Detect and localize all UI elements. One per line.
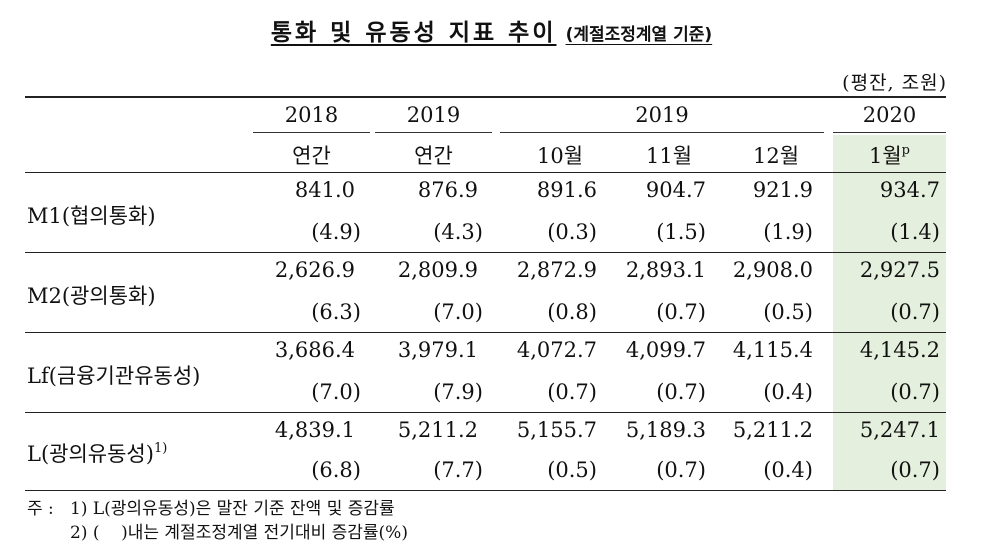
cell-value: 921.9 (752, 178, 813, 202)
cell-change: (0.4) (763, 380, 813, 404)
cell-change: (7.9) (433, 380, 483, 404)
cell-value: 5,155.7 (516, 418, 597, 442)
header-year-2020: 2020 (862, 103, 917, 127)
title-main: 통화 및 유동성 지표 추이 (270, 20, 557, 46)
title-subtitle: (계절조정계열 기준) (565, 25, 713, 45)
header-period-annual: 연간 (292, 144, 331, 168)
cell-change: (0.7) (547, 380, 597, 404)
year-underline (833, 132, 946, 133)
cell-value: 4,145.2 (859, 338, 940, 362)
cell-value: 891.6 (536, 178, 597, 202)
note-2: 2) ( )내는 계절조정계열 전기대비 증감률(%) (70, 523, 408, 543)
row-label-lf: Lf(금융기관유동성) (27, 364, 201, 388)
table-bottom-rule (25, 490, 946, 491)
cell-change: (0.7) (656, 458, 706, 482)
cell-change: (6.3) (311, 300, 361, 324)
cell-value: 3,979.1 (397, 338, 478, 362)
cell-value: 2,908.0 (732, 258, 813, 282)
row-label-l: L(광의유동성)1) (27, 441, 168, 466)
unit-label: (평잔, 조원) (842, 72, 947, 94)
cell-change: (0.7) (656, 380, 706, 404)
row-label-m2: M2(광의통화) (27, 284, 156, 308)
header-period-nov: 11월 (645, 144, 693, 168)
cell-value: 2,626.9 (274, 258, 355, 282)
row-divider (25, 332, 946, 333)
cell-value: 5,211.2 (397, 418, 478, 442)
report-title: 통화 및 유동성 지표 추이 (계절조정계열 기준) (0, 13, 983, 47)
cell-change: (7.0) (433, 300, 483, 324)
jan-label: 1월 (868, 144, 902, 168)
cell-value: 5,247.1 (859, 418, 940, 442)
cell-value: 904.7 (645, 178, 706, 202)
cell-value: 4,099.7 (625, 338, 706, 362)
cell-change: (4.9) (311, 220, 361, 244)
cell-value: 2,893.1 (625, 258, 706, 282)
cell-value: 2,872.9 (516, 258, 597, 282)
table-top-rule (25, 96, 946, 98)
cell-change: (0.5) (763, 300, 813, 324)
header-period-dec: 12월 (752, 144, 800, 168)
cell-change: (0.5) (547, 458, 597, 482)
year-underline (253, 132, 370, 133)
header-year-2018: 2018 (284, 103, 339, 127)
cell-change: (0.7) (890, 458, 940, 482)
cell-change: (1.4) (890, 220, 940, 244)
year-underline (500, 132, 824, 133)
cell-change: (1.5) (656, 220, 706, 244)
cell-change: (0.7) (656, 300, 706, 324)
highlight-column (833, 135, 946, 490)
cell-value: 934.7 (879, 178, 940, 202)
header-period-oct: 10월 (536, 144, 584, 168)
cell-change: (1.9) (763, 220, 813, 244)
preliminary-mark: p (901, 143, 910, 158)
cell-value: 4,072.7 (516, 338, 597, 362)
notes-prefix: 주 : (27, 499, 54, 519)
cell-change: (0.7) (890, 380, 940, 404)
header-bottom-rule (25, 172, 946, 173)
header-period-annual: 연간 (414, 144, 453, 168)
cell-value: 5,189.3 (625, 418, 706, 442)
cell-change: (7.0) (311, 380, 361, 404)
header-period-jan: 1월p (833, 140, 946, 170)
cell-change: (7.7) (433, 458, 483, 482)
header-year-2019: 2019 (406, 103, 461, 127)
cell-change: (0.4) (763, 458, 813, 482)
cell-value: 5,211.2 (732, 418, 813, 442)
header-year-2019-months: 2019 (635, 103, 689, 127)
row-divider (25, 252, 946, 253)
cell-value: 841.0 (294, 178, 355, 202)
note-1: 1) L(광의유동성)은 말잔 기준 잔액 및 증감률 (70, 499, 395, 519)
cell-change: (4.3) (433, 220, 483, 244)
row-divider (25, 412, 946, 413)
row-label-m1: M1(협의통화) (27, 204, 156, 228)
cell-value: 2,809.9 (397, 258, 478, 282)
cell-value: 4,115.4 (732, 338, 813, 362)
cell-change: (0.8) (547, 300, 597, 324)
cell-value: 4,839.1 (274, 418, 355, 442)
cell-change: (0.7) (890, 300, 940, 324)
year-underline (375, 132, 492, 133)
cell-change: (0.3) (547, 220, 597, 244)
cell-value: 3,686.4 (274, 338, 355, 362)
cell-value: 876.9 (417, 178, 478, 202)
cell-change: (6.8) (311, 458, 361, 482)
cell-value: 2,927.5 (859, 258, 940, 282)
